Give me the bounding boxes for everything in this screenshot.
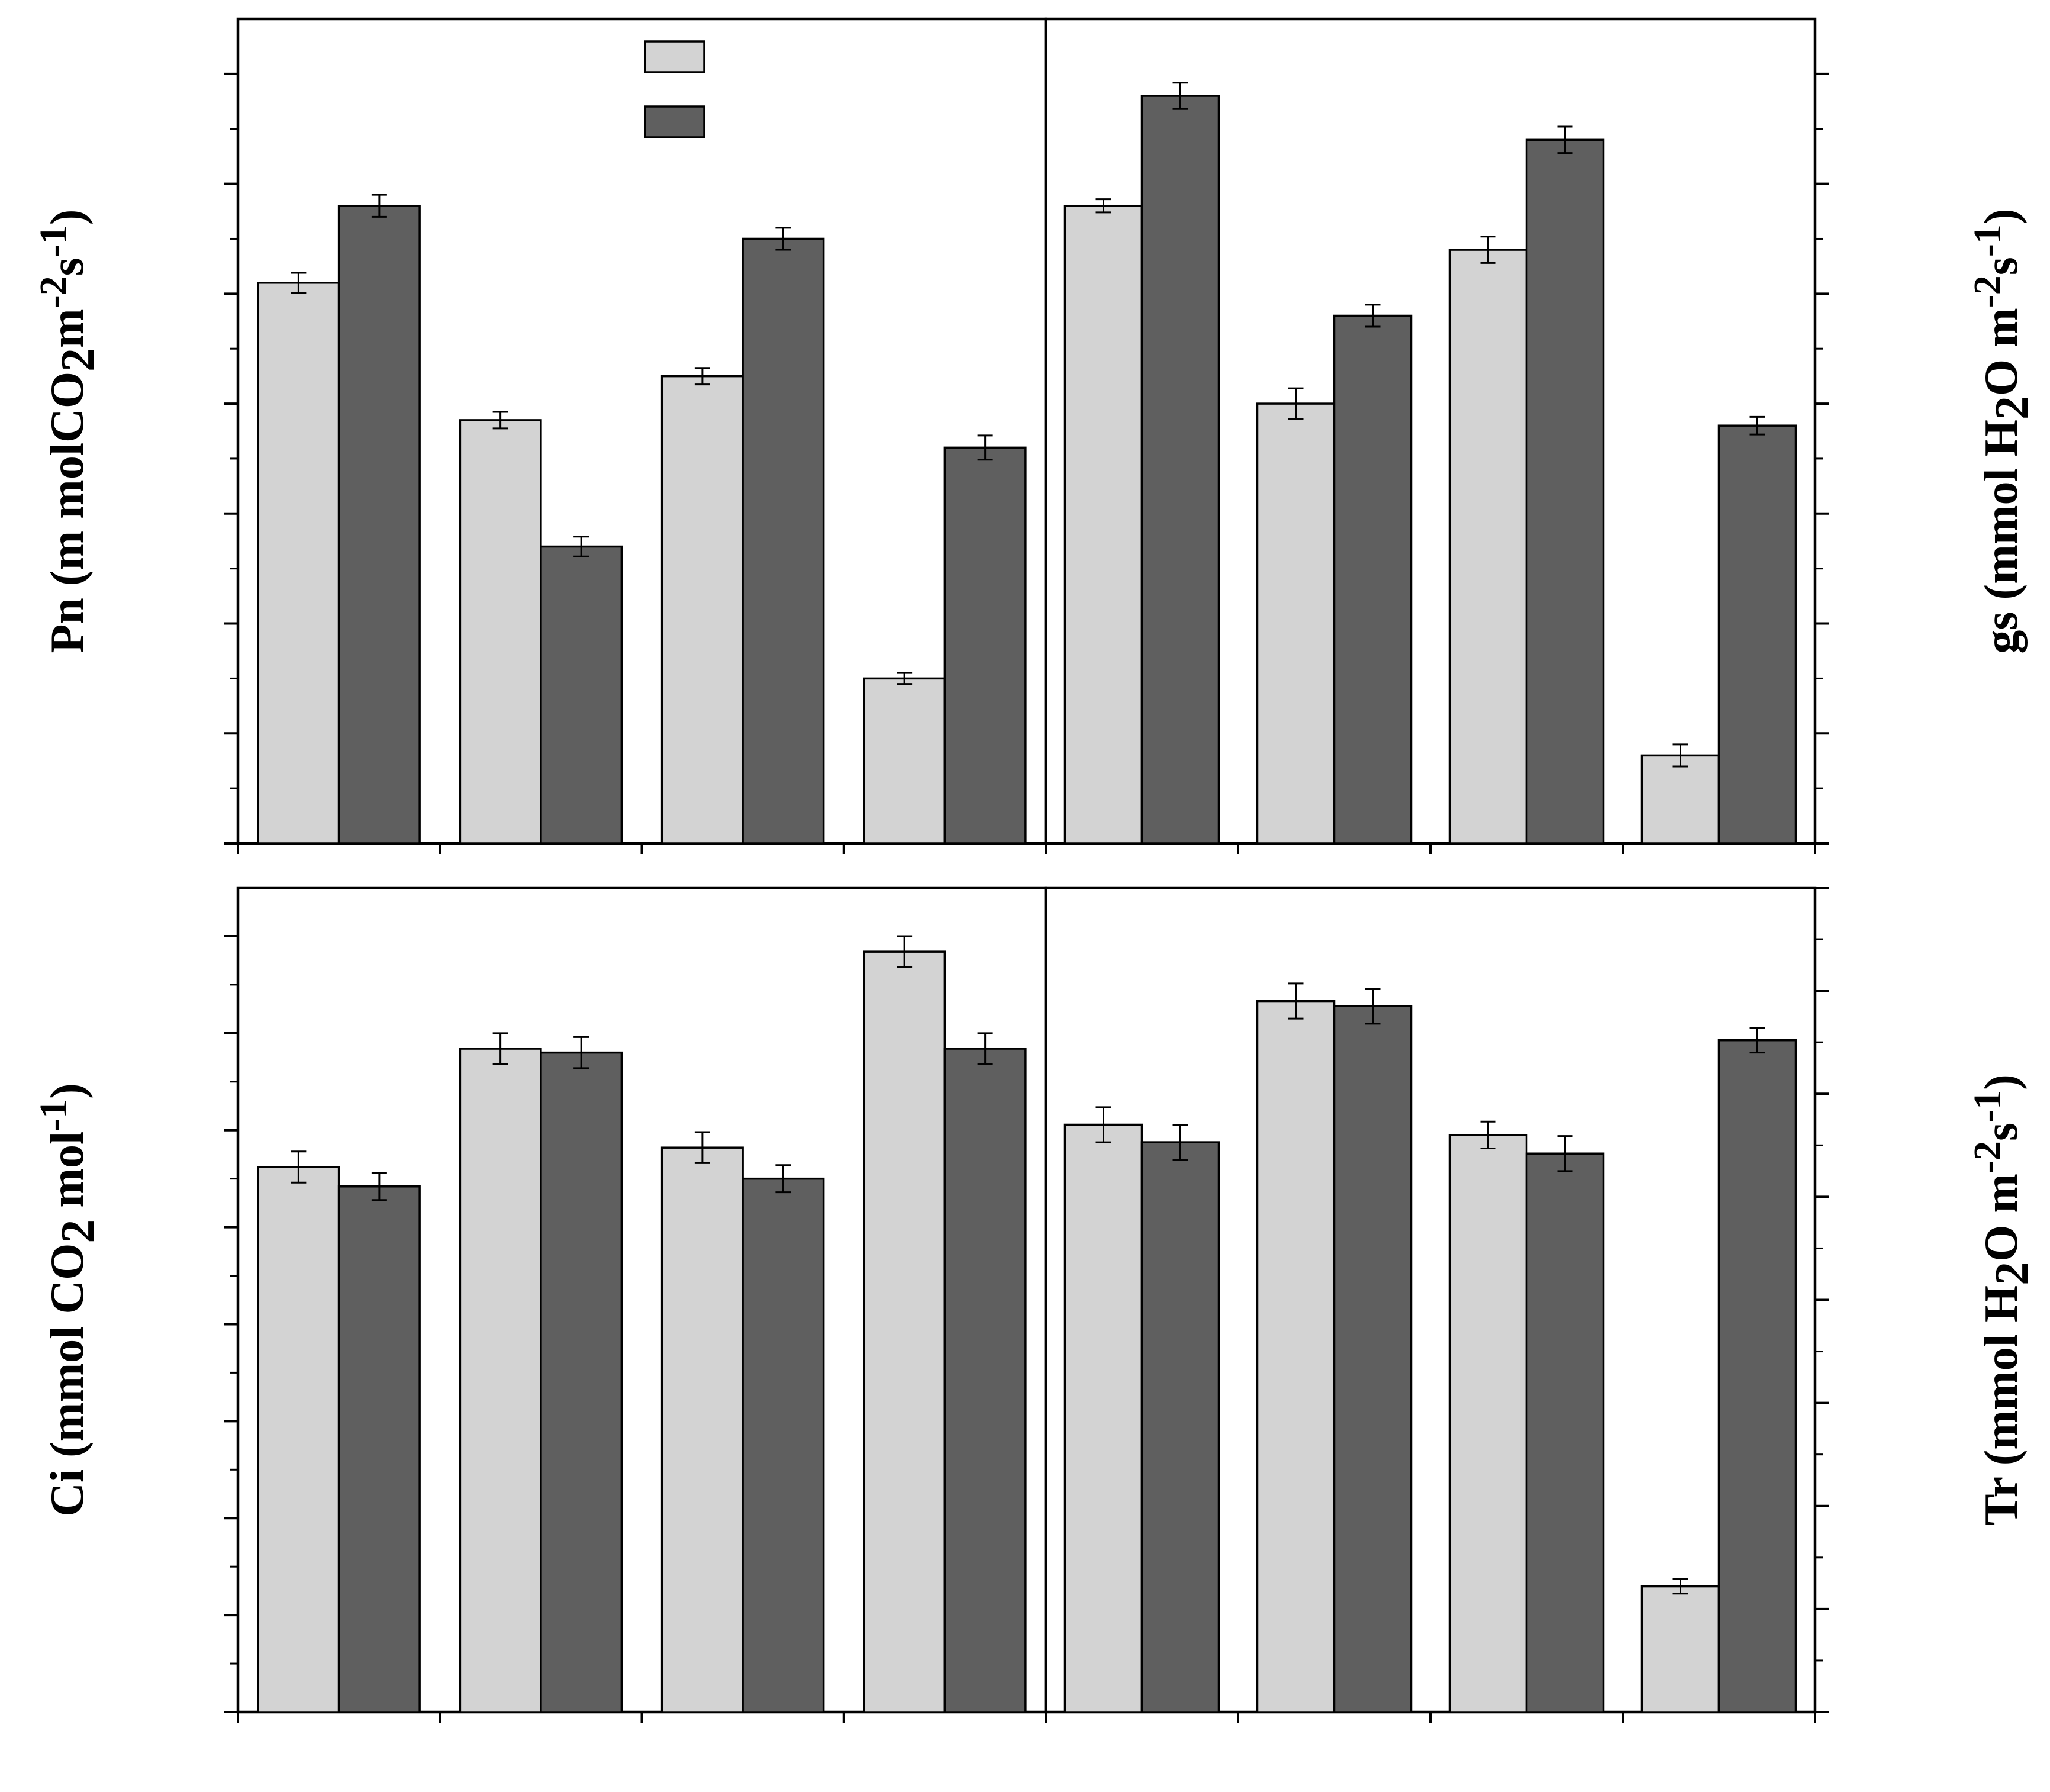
y-axis-title-part: ) bbox=[41, 210, 94, 225]
y-axis-title-part: O m bbox=[1975, 308, 2028, 396]
y-axis-title-part: -2 bbox=[1966, 1141, 2009, 1174]
bar bbox=[257, 282, 340, 845]
bar bbox=[660, 375, 744, 845]
bars bbox=[257, 935, 1027, 1713]
y-axis-title-part: Tr (mmol H bbox=[1975, 1285, 2028, 1526]
bar bbox=[1256, 1000, 1336, 1713]
bar bbox=[742, 1177, 825, 1713]
legend bbox=[644, 40, 705, 138]
y-axis-title-part: ) bbox=[1975, 208, 2028, 224]
y-axis-title-part: ) bbox=[1975, 1074, 2028, 1090]
y-axis-title-part: s bbox=[1975, 257, 2028, 275]
bar bbox=[1525, 138, 1605, 845]
bar bbox=[1448, 1134, 1528, 1713]
y-axis-title-part: s bbox=[41, 257, 94, 276]
bar bbox=[1333, 314, 1413, 845]
bar bbox=[1063, 1123, 1143, 1713]
bar bbox=[1525, 1152, 1605, 1713]
bar bbox=[943, 1048, 1027, 1713]
bar bbox=[257, 1166, 340, 1713]
y-axis-title-part: Pn (m molCO bbox=[41, 372, 94, 653]
bar bbox=[1333, 1005, 1413, 1713]
panel-A: Pn (m molCO2m-2s-1) bbox=[32, 17, 1047, 854]
y-axis-title-part: -1 bbox=[32, 1099, 75, 1132]
bar bbox=[540, 1051, 623, 1713]
bar bbox=[459, 1048, 542, 1713]
y-axis-title-part: 2 bbox=[52, 1220, 104, 1243]
bar bbox=[1063, 204, 1143, 845]
panel-B: gs (mmol H2O m-2s-1) bbox=[1044, 17, 2038, 854]
y-axis-title-part: s bbox=[1975, 1123, 2028, 1141]
bar bbox=[459, 419, 542, 845]
bar bbox=[1640, 754, 1720, 845]
y-axis-title: Pn (m molCO2m-2s-1) bbox=[32, 210, 104, 653]
y-axis-title-part: -2 bbox=[32, 276, 75, 308]
bar bbox=[863, 677, 946, 845]
bar bbox=[742, 237, 825, 845]
y-axis-title-part: mol bbox=[41, 1132, 94, 1220]
y-axis-title-part: O m bbox=[1975, 1174, 2028, 1262]
bar bbox=[1717, 424, 1797, 845]
y-axis-title-part: 2 bbox=[52, 348, 104, 372]
y-axis-title-part: gs (mmol H bbox=[1975, 420, 2028, 654]
bar bbox=[1140, 95, 1220, 845]
y-axis-title-part: -1 bbox=[32, 225, 75, 257]
bar bbox=[540, 545, 623, 845]
bar bbox=[660, 1146, 744, 1713]
legend-swatch bbox=[644, 40, 705, 73]
bars bbox=[1063, 82, 1797, 845]
bar bbox=[943, 446, 1027, 845]
y-axis-title-part: -2 bbox=[1966, 275, 2009, 308]
bar bbox=[1640, 1585, 1720, 1713]
bar bbox=[863, 950, 946, 1713]
panel-D: Tr (mmol H2O m-2s-1) bbox=[1044, 886, 2038, 1723]
y-axis-title-part: -1 bbox=[1966, 1090, 2009, 1123]
y-axis-title: gs (mmol H2O m-2s-1) bbox=[1966, 208, 2038, 653]
bar bbox=[1717, 1039, 1797, 1713]
y-axis-title-part: m bbox=[41, 308, 94, 348]
y-axis-title-part: 2 bbox=[1986, 1262, 2038, 1285]
bar bbox=[337, 1185, 421, 1713]
bar bbox=[337, 204, 421, 845]
bars bbox=[257, 194, 1027, 845]
bars bbox=[1063, 982, 1797, 1713]
bar bbox=[1140, 1141, 1220, 1713]
y-axis-title-part: -1 bbox=[1966, 224, 2009, 257]
y-axis-title-part: Ci (mmol CO bbox=[41, 1243, 94, 1517]
bar bbox=[1256, 402, 1336, 845]
bar bbox=[1448, 249, 1528, 845]
panel-C: Ci (mmol CO2 mol-1) bbox=[32, 886, 1047, 1723]
legend-swatch bbox=[644, 105, 705, 138]
y-axis-title-part: ) bbox=[41, 1083, 94, 1099]
y-axis-title-part: 2 bbox=[1986, 396, 2038, 420]
y-axis-title: Ci (mmol CO2 mol-1) bbox=[32, 1083, 104, 1517]
y-axis-title: Tr (mmol H2O m-2s-1) bbox=[1966, 1074, 2038, 1525]
